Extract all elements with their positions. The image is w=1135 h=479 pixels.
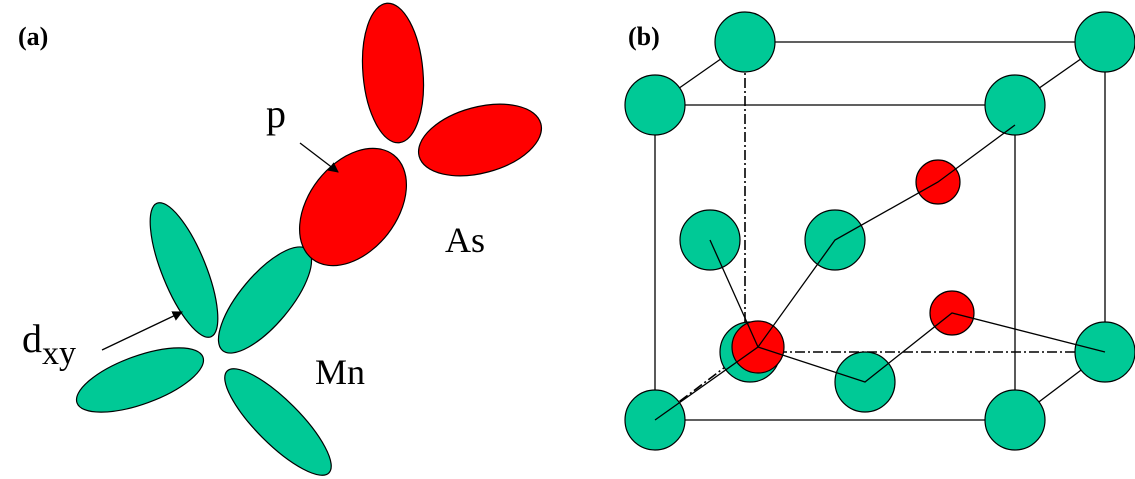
panel-label: (b) bbox=[628, 22, 660, 51]
figure: (a) p As Mn dxy (b) bbox=[0, 0, 1135, 479]
panel-a: (a) p As Mn dxy bbox=[18, 1, 549, 479]
panel-label: (a) bbox=[18, 22, 48, 51]
atom bbox=[715, 12, 775, 72]
label-dxy: dxy bbox=[22, 316, 76, 372]
label-sub: xy bbox=[42, 335, 76, 372]
atom bbox=[985, 390, 1045, 450]
label-as: As bbox=[445, 220, 485, 260]
atom bbox=[625, 75, 685, 135]
orbital bbox=[357, 1, 429, 146]
atom bbox=[1075, 12, 1135, 72]
orbital bbox=[69, 335, 211, 426]
panel-b: (b) bbox=[625, 12, 1135, 450]
label-p: p bbox=[266, 91, 286, 136]
orbital bbox=[411, 92, 550, 188]
arrow bbox=[300, 143, 338, 172]
label-mn: Mn bbox=[315, 352, 365, 392]
label-d: d bbox=[22, 316, 42, 361]
atom bbox=[985, 75, 1045, 135]
arrow bbox=[102, 312, 182, 350]
orbital bbox=[137, 195, 232, 345]
